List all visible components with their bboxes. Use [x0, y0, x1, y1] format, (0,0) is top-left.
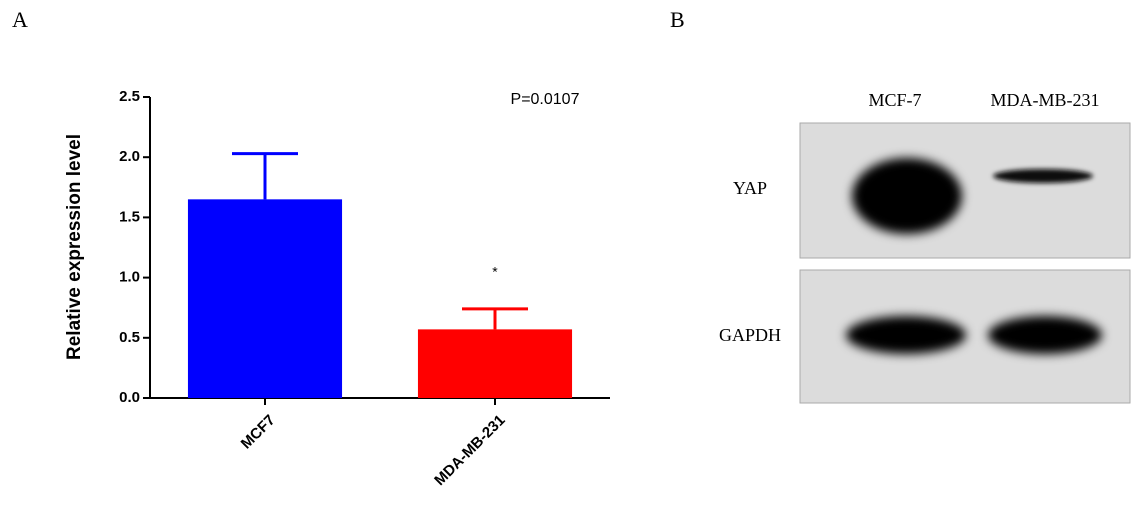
annotation: P=0.0107: [511, 91, 580, 108]
band: [993, 169, 1093, 183]
y-axis-label: Relative expression level: [64, 134, 85, 360]
x-tick-label: MCF7: [238, 412, 279, 453]
band: [846, 316, 966, 354]
annotation: *: [492, 264, 498, 280]
panel-label: A: [12, 7, 28, 32]
error-bar: [462, 309, 528, 329]
figure: A B Relative expression level 0.0 0.5 1.0 1…: [0, 0, 1141, 519]
lane-label: MCF-7: [868, 90, 921, 110]
y-tick-label: 0.5: [119, 329, 140, 346]
row-label: YAP: [733, 178, 767, 198]
y-tick-label: 2.0: [119, 148, 140, 165]
panel-label: B: [670, 7, 685, 32]
y-tick-label: 2.5: [119, 88, 140, 105]
lane-label: MDA-MB-231: [990, 90, 1099, 110]
western-blot: MCF-7 MDA-MB-231 YAP GAPDH: [719, 90, 1130, 403]
band: [852, 158, 962, 234]
bar-chart: 0.0 0.5 1.0 1.5 2.0 2.5 MCF7 MDA-MB-231 P=0.0107…: [119, 88, 610, 489]
row-label: GAPDH: [719, 325, 781, 345]
y-tick-label: 1.5: [119, 208, 140, 225]
bar: [188, 199, 342, 398]
blot-membrane: [800, 123, 1130, 258]
y-tick-label: 1.0: [119, 269, 140, 286]
bar: [418, 329, 572, 398]
x-tick-label: MDA-MB-231: [431, 412, 508, 489]
y-tick-label: 0.0: [119, 389, 140, 406]
band: [988, 316, 1102, 354]
error-bar: [232, 154, 298, 200]
